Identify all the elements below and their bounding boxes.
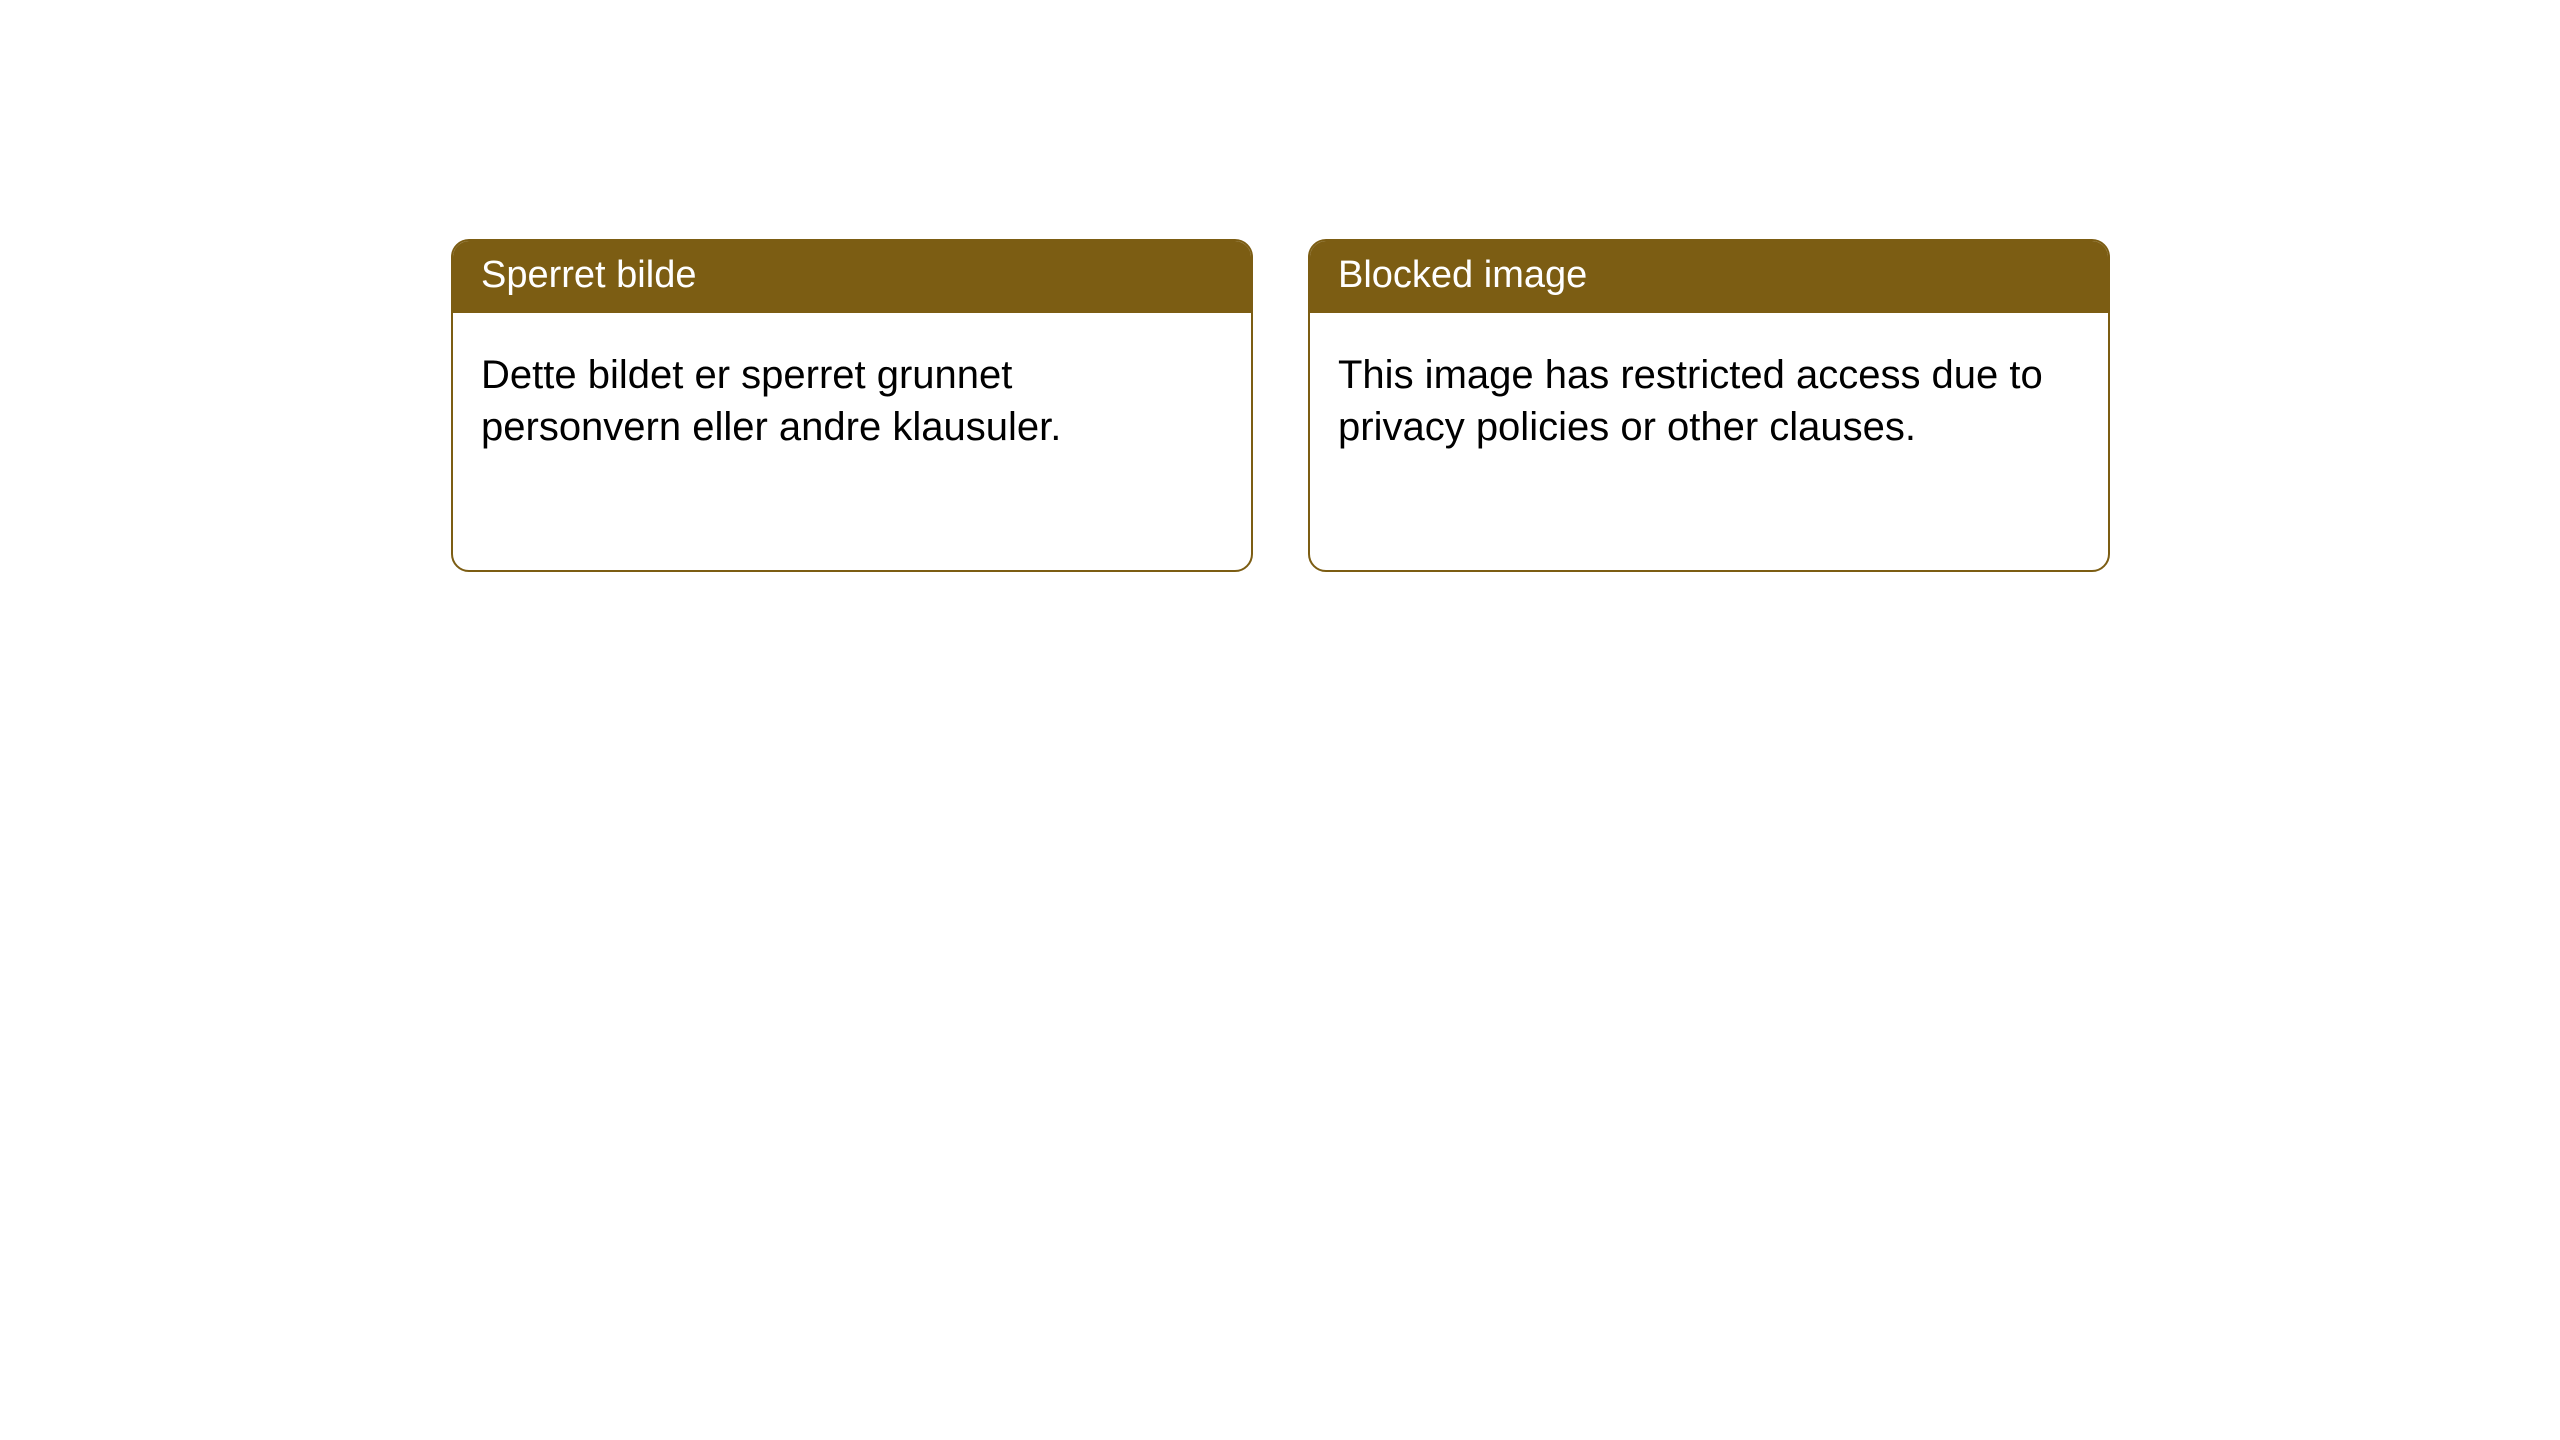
notice-card-english: Blocked image This image has restricted … (1308, 239, 2110, 572)
notice-header: Sperret bilde (453, 241, 1251, 313)
notice-body: Dette bildet er sperret grunnet personve… (453, 313, 1251, 489)
notice-body: This image has restricted access due to … (1310, 313, 2108, 489)
notice-header: Blocked image (1310, 241, 2108, 313)
notice-card-norwegian: Sperret bilde Dette bildet er sperret gr… (451, 239, 1253, 572)
notice-cards-container: Sperret bilde Dette bildet er sperret gr… (451, 239, 2560, 572)
